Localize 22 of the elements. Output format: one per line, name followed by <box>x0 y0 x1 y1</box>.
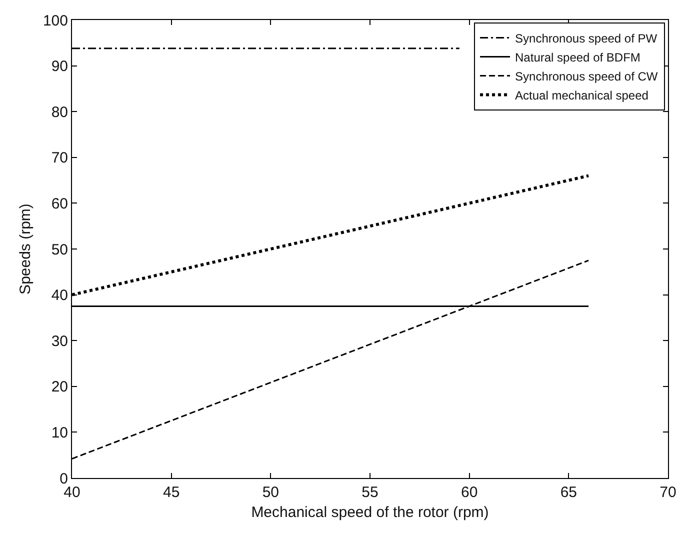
legend-label: Natural speed of BDFM <box>515 50 640 64</box>
legend-label: Actual mechanical speed <box>515 88 648 102</box>
y-axis-title: Speeds (rpm) <box>17 204 34 294</box>
legend-label: Synchronous speed of PW <box>515 31 658 46</box>
x-tick-label: 65 <box>560 484 578 501</box>
x-tick-label: 60 <box>460 484 478 501</box>
y-tick-label: 70 <box>51 150 68 167</box>
x-tick-label: 45 <box>162 484 180 501</box>
x-tick-label: 50 <box>262 484 280 501</box>
legend-label: Synchronous speed of CW <box>515 69 658 84</box>
y-tick-label: 30 <box>51 332 68 350</box>
y-tick-label: 90 <box>51 58 68 76</box>
y-tick-label: 40 <box>51 287 68 304</box>
y-tick-label: 80 <box>51 104 68 121</box>
x-tick-label: 55 <box>362 484 378 501</box>
x-tick-label: 70 <box>660 484 676 501</box>
y-tick-label: 10 <box>51 424 68 442</box>
y-tick-label: 50 <box>51 241 68 258</box>
y-tick-label: 60 <box>51 195 68 212</box>
y-tick-label: 20 <box>51 378 68 396</box>
x-axis-title: Mechanical speed of the rotor (rpm) <box>251 504 489 521</box>
y-tick-label: 100 <box>42 12 68 30</box>
